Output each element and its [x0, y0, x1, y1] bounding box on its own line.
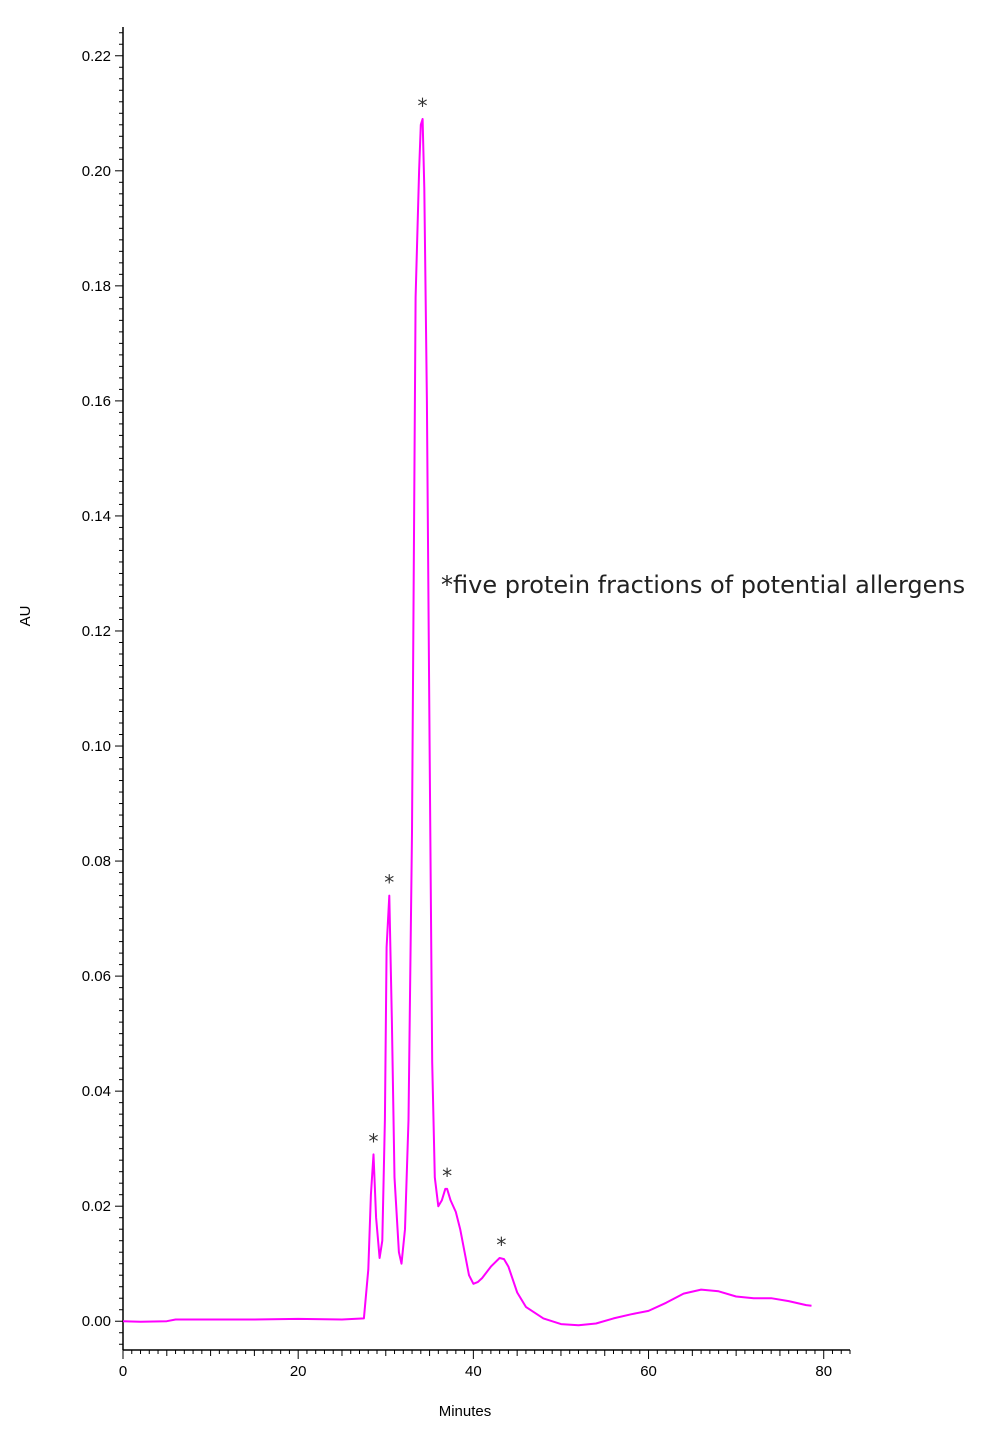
y-tick-label: 0.04 [82, 1083, 111, 1100]
y-tick-label: 0.00 [82, 1313, 111, 1330]
x-tick-label: 0 [119, 1363, 127, 1380]
y-tick-label: 0.18 [82, 278, 111, 295]
y-tick-label: 0.20 [82, 163, 111, 180]
x-axis: 0 20 40 60 80 [119, 1349, 851, 1380]
y-tick-label: 0.02 [82, 1198, 111, 1215]
chromatogram-line [122, 118, 812, 1327]
y-tick-label: 0.12 [82, 623, 111, 640]
x-tick-label: 60 [640, 1363, 657, 1380]
y-tick-label: 0.14 [82, 508, 111, 525]
peak-marker: * [442, 1164, 452, 1188]
y-tick-label: 0.22 [82, 48, 111, 65]
y-axis: 0.00 0.02 0.04 0.06 0.08 0.10 0.12 0.14 0.16 0.18… [82, 27, 124, 1350]
peak-marker: * [496, 1233, 506, 1257]
peak-marker: * [369, 1129, 379, 1153]
peak-marker: * [418, 94, 428, 118]
y-tick-label: 0.06 [82, 968, 111, 985]
plot-area: * * * * * [122, 94, 812, 1327]
y-axis-label: AU [17, 606, 34, 627]
chart-annotation: *five protein fractions of potential all… [441, 571, 965, 599]
y-tick-label: 0.10 [82, 738, 111, 755]
x-axis-label: Minutes [439, 1403, 492, 1420]
x-tick-label: 40 [465, 1363, 482, 1380]
peak-marker: * [384, 871, 394, 895]
y-tick-label: 0.16 [82, 393, 111, 410]
x-tick-label: 20 [290, 1363, 307, 1380]
x-tick-label: 80 [815, 1363, 832, 1380]
y-tick-label: 0.08 [82, 853, 111, 870]
